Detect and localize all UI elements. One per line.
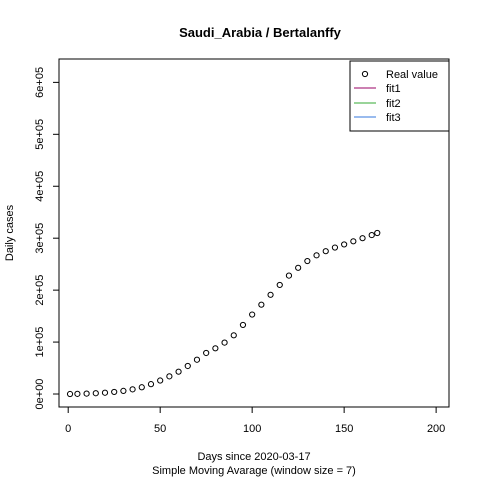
- data-point: [129, 386, 136, 393]
- data-point: [166, 373, 173, 380]
- data-point: [92, 390, 99, 397]
- y-axis: 0e+00 1e+05 2e+05 3e+05 4e+05 5e+05 6e+05: [34, 67, 60, 410]
- data-point: [304, 257, 311, 265]
- data-point: [193, 356, 201, 363]
- data-point: [276, 281, 283, 289]
- data-point: [341, 241, 348, 248]
- y-tick-label: 4e+05: [34, 171, 46, 202]
- x-axis: 0 50 100 150 200: [65, 406, 445, 435]
- data-point: [322, 248, 329, 255]
- legend-fit1-label: fit1: [386, 83, 401, 95]
- legend-real-value-label: Real value: [386, 69, 438, 81]
- x-tick-label: 150: [335, 423, 353, 435]
- y-tick-label: 1e+05: [34, 327, 46, 358]
- data-point: [230, 332, 237, 339]
- data-point: [258, 301, 265, 308]
- legend-fit2-label: fit2: [386, 98, 401, 110]
- x-tick-label: 0: [65, 423, 71, 435]
- legend-fit3-label: fit3: [386, 112, 401, 124]
- data-point: [157, 377, 164, 384]
- data-point: [184, 362, 191, 370]
- data-point: [175, 368, 182, 375]
- x-axis-label: Days since 2020-03-17: [197, 451, 310, 463]
- y-axis-label: Daily cases: [4, 204, 16, 261]
- y-tick-label: 6e+05: [34, 67, 46, 98]
- data-point: [331, 244, 339, 251]
- data-point: [359, 235, 366, 242]
- x-tick-label: 50: [154, 423, 166, 435]
- data-point: [249, 311, 256, 318]
- data-point: [66, 390, 74, 398]
- x-axis-sublabel: Simple Moving Avarage (window size = 7): [152, 465, 356, 477]
- data-point: [350, 238, 357, 245]
- data-point: [203, 349, 210, 357]
- legend-box: [349, 60, 450, 132]
- legend: Real value fit1 fit2 fit3: [349, 60, 450, 132]
- data-point: [147, 381, 155, 388]
- data-point: [368, 231, 375, 239]
- legend-real-value-marker: [361, 70, 369, 78]
- data-point: [221, 339, 228, 346]
- data-point: [101, 389, 109, 396]
- data-point: [239, 321, 247, 329]
- data-point: [374, 229, 381, 237]
- x-tick-label: 200: [427, 423, 445, 435]
- data-point: [313, 252, 320, 259]
- data-point: [111, 388, 118, 396]
- data-point: [138, 384, 145, 391]
- chart-title: Saudi_Arabia / Bertalanffy: [179, 25, 342, 40]
- y-tick-label: 2e+05: [34, 275, 46, 306]
- data-point: [120, 387, 127, 394]
- data-point: [74, 390, 81, 397]
- y-tick-label: 5e+05: [34, 119, 46, 150]
- data-point: [295, 264, 302, 271]
- x-tick-label: 100: [243, 423, 261, 435]
- data-point: [212, 345, 219, 352]
- data-point: [285, 272, 293, 279]
- data-point: [83, 390, 90, 397]
- y-tick-label: 0e+00: [34, 379, 46, 410]
- data-points: [66, 229, 381, 398]
- data-point: [267, 291, 274, 298]
- y-tick-label: 3e+05: [34, 223, 46, 254]
